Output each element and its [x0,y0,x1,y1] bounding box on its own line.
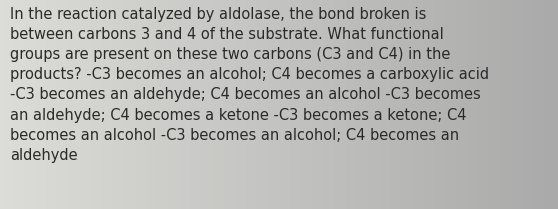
Text: In the reaction catalyzed by aldolase, the bond broken is
between carbons 3 and : In the reaction catalyzed by aldolase, t… [10,7,489,163]
